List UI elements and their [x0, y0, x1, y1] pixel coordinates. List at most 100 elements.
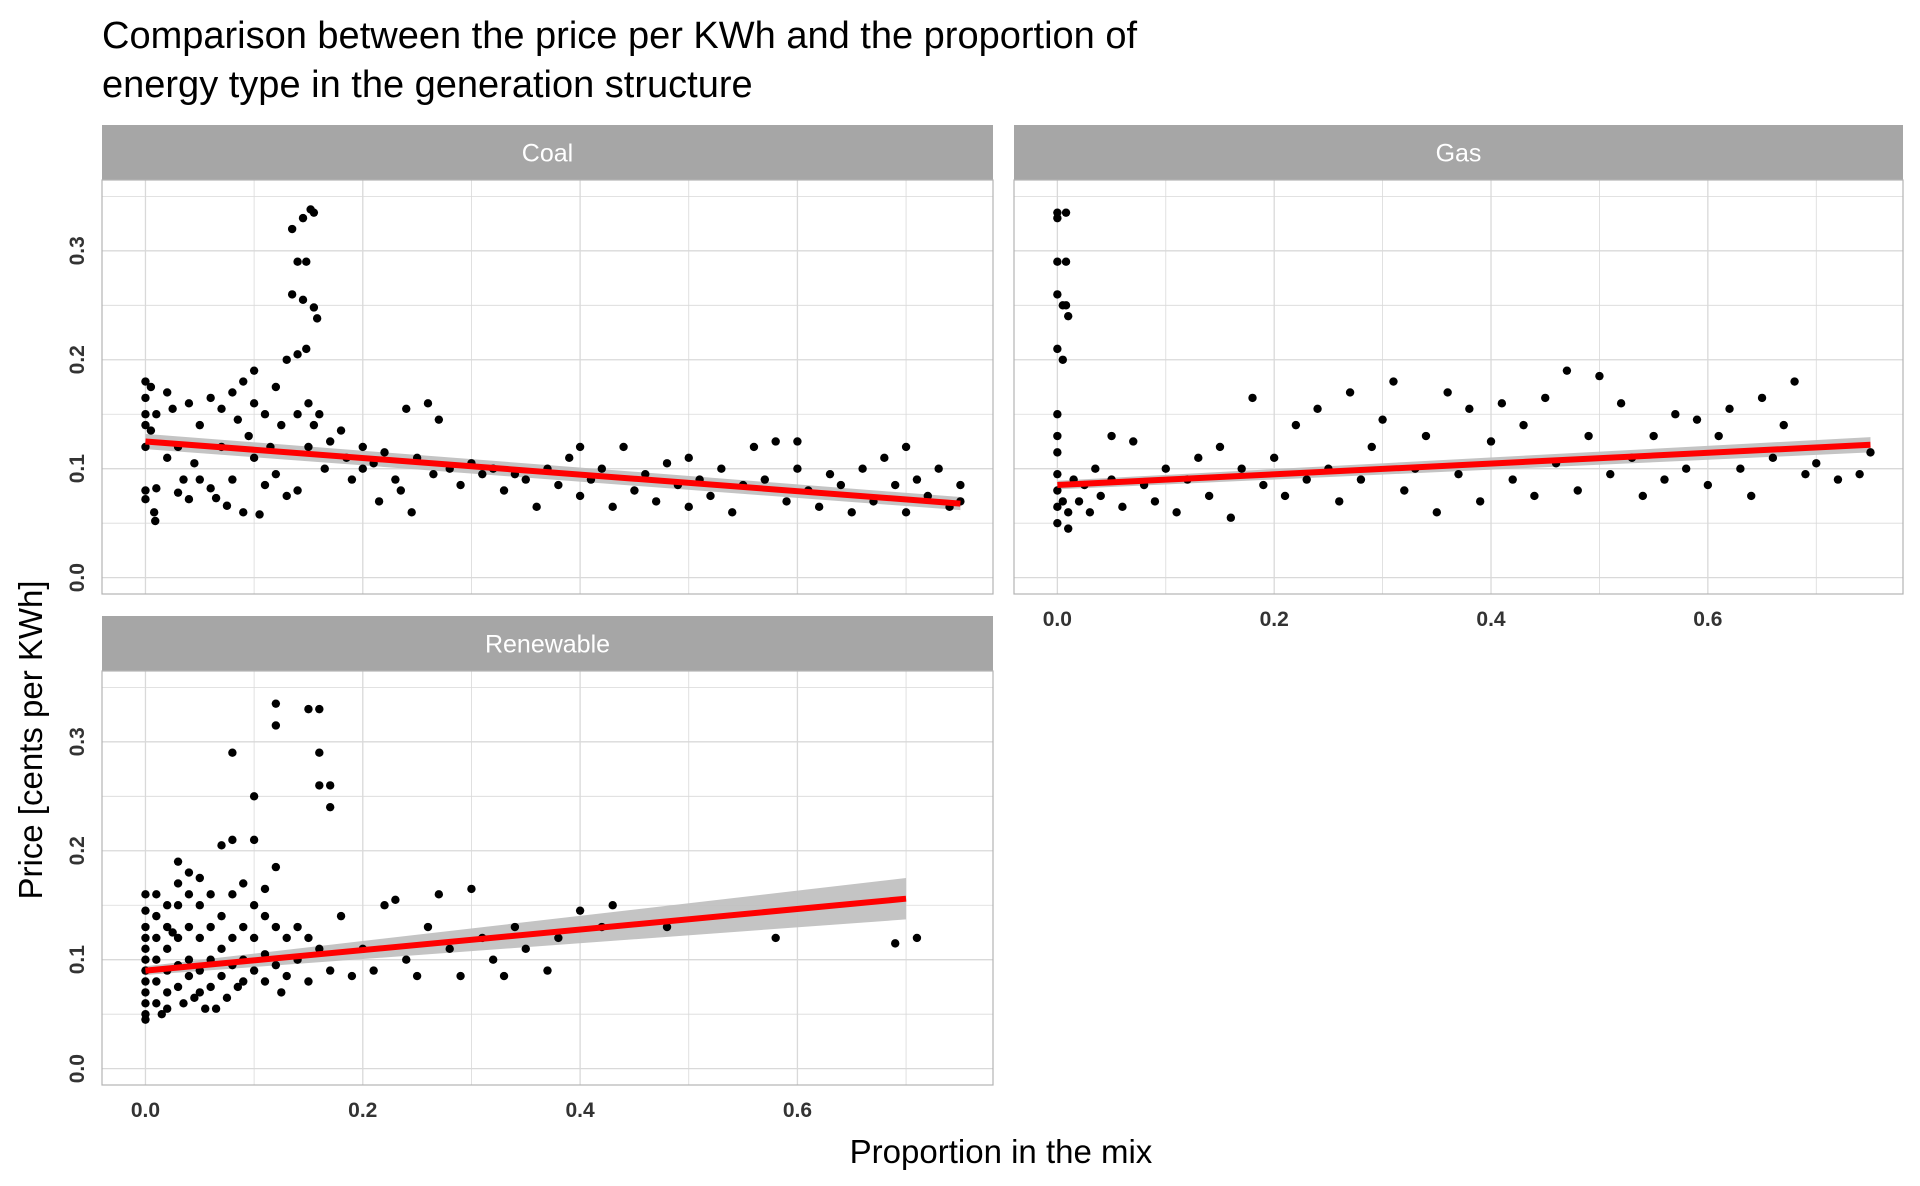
data-point: [396, 486, 406, 495]
data-point: [302, 257, 311, 266]
data-point: [684, 502, 693, 512]
data-point: [1757, 393, 1767, 403]
data-point: [302, 344, 311, 354]
data-point: [1736, 464, 1745, 473]
data-point: [1129, 437, 1138, 446]
data-point: [1061, 208, 1071, 217]
data-point: [206, 393, 215, 403]
data-point: [565, 453, 574, 463]
data-point: [249, 966, 259, 975]
data-point: [1226, 513, 1236, 522]
data-point: [374, 497, 384, 506]
data-point: [347, 971, 357, 981]
strip-label-coal: Coal: [522, 140, 573, 168]
data-point: [162, 901, 172, 910]
strip-label-renewable: Renewable: [485, 631, 610, 659]
data-point: [239, 508, 248, 517]
y-tick-label: 0.0: [66, 563, 89, 592]
data-point: [1053, 410, 1062, 419]
data-point: [249, 901, 259, 910]
data-point: [597, 464, 607, 473]
data-point: [211, 1004, 221, 1013]
data-point: [244, 431, 253, 441]
data-point: [1053, 257, 1062, 266]
data-point: [149, 508, 159, 517]
data-point: [1497, 399, 1507, 408]
data-point: [793, 464, 802, 473]
data-point: [1053, 213, 1062, 223]
data-point: [152, 955, 161, 964]
data-point: [901, 508, 911, 517]
data-point: [162, 922, 172, 932]
data-point: [912, 475, 922, 484]
data-point: [146, 382, 156, 392]
data-point: [260, 977, 270, 986]
data-point: [173, 879, 183, 888]
data-point: [293, 257, 302, 266]
data-point: [836, 480, 846, 490]
data-point: [532, 502, 541, 512]
data-point: [184, 495, 194, 504]
data-point: [1291, 420, 1301, 430]
data-point: [1790, 377, 1799, 386]
data-point: [554, 480, 563, 490]
data-point: [1519, 420, 1528, 430]
data-point: [1779, 420, 1788, 430]
data-point: [239, 879, 248, 888]
data-point: [249, 366, 259, 375]
panel-border-gas: [1013, 179, 1904, 595]
data-point: [309, 208, 319, 217]
data-point: [184, 868, 194, 877]
data-point: [1508, 475, 1517, 484]
data-point: [1573, 486, 1582, 495]
data-point: [434, 890, 444, 899]
data-point: [304, 399, 313, 408]
data-point: [1541, 393, 1550, 403]
data-point: [1692, 415, 1702, 424]
data-point: [1400, 486, 1409, 495]
data-point: [1269, 453, 1279, 463]
data-point: [249, 399, 259, 408]
data-point: [1053, 486, 1062, 495]
data-point: [717, 464, 726, 473]
data-point: [1671, 410, 1680, 419]
data-point: [228, 388, 237, 397]
data-point: [173, 901, 183, 910]
data-point: [478, 469, 487, 479]
data-point: [651, 497, 661, 506]
data-point: [195, 988, 204, 997]
data-point: [287, 224, 297, 234]
data-point: [499, 486, 509, 495]
data-point: [315, 944, 324, 954]
data-point: [217, 911, 226, 921]
trend-line-coal: [145, 438, 961, 507]
data-point: [255, 510, 264, 519]
data-point: [1660, 475, 1669, 484]
data-point: [369, 966, 378, 975]
data-point: [277, 988, 286, 997]
data-point: [488, 955, 498, 964]
data-point: [271, 699, 281, 708]
data-point: [934, 464, 943, 473]
data-point: [641, 469, 650, 479]
data-point: [1096, 491, 1105, 501]
data-point: [315, 748, 324, 757]
data-point: [1432, 508, 1442, 517]
data-point: [1595, 371, 1604, 381]
data-point: [575, 491, 585, 501]
data-point: [1061, 301, 1071, 310]
data-point: [1313, 404, 1322, 413]
data-point: [162, 453, 172, 463]
data-point: [315, 410, 324, 419]
data-point: [141, 377, 150, 386]
data-point: [1345, 388, 1355, 397]
data-point: [521, 944, 530, 954]
data-point: [304, 704, 313, 714]
data-point: [1616, 399, 1626, 408]
data-point: [141, 955, 150, 964]
data-point: [423, 922, 433, 932]
trend-line-renewable: [145, 895, 907, 974]
data-point: [608, 901, 617, 910]
data-point: [282, 491, 291, 501]
data-point: [228, 748, 237, 757]
